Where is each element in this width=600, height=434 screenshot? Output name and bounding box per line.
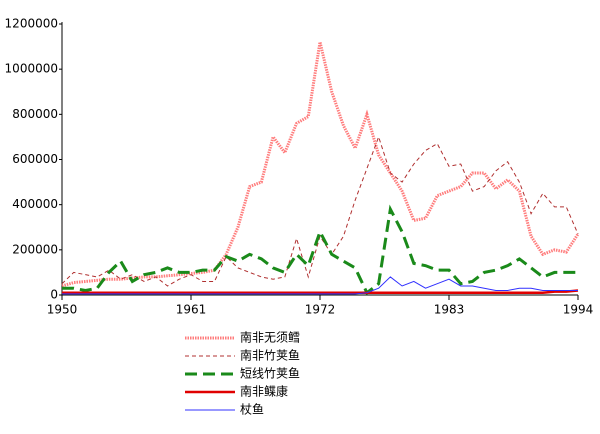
series-line bbox=[62, 289, 579, 294]
x-tick-label: 1961 bbox=[176, 303, 207, 317]
x-tick-label: 1950 bbox=[47, 303, 78, 317]
y-tick-label: 200000 bbox=[12, 242, 58, 256]
y-tick-label: 800000 bbox=[12, 107, 58, 121]
legend-label: 杖鱼 bbox=[240, 402, 264, 417]
series-line bbox=[61, 41, 580, 288]
y-tick-label: 1000000 bbox=[5, 62, 58, 76]
legend-label: 短线竹荚鱼 bbox=[240, 367, 300, 381]
legend-label: 南非鲽康 bbox=[240, 384, 288, 399]
x-tick-label: 1972 bbox=[305, 303, 336, 317]
y-tick-label: 400000 bbox=[12, 197, 58, 211]
x-tick-label: 1994 bbox=[563, 303, 594, 317]
legend-label: 南非无须鳕 bbox=[240, 330, 300, 345]
legend-label: 南非竹荚鱼 bbox=[240, 348, 300, 363]
series-line bbox=[62, 204, 578, 296]
y-tick-label: 600000 bbox=[12, 152, 58, 166]
series-line bbox=[61, 135, 579, 287]
y-tick-label: 0 bbox=[50, 288, 58, 302]
y-tick-label: 1200000 bbox=[5, 17, 58, 31]
x-tick-label: 1983 bbox=[434, 303, 465, 317]
series-line bbox=[62, 276, 578, 295]
